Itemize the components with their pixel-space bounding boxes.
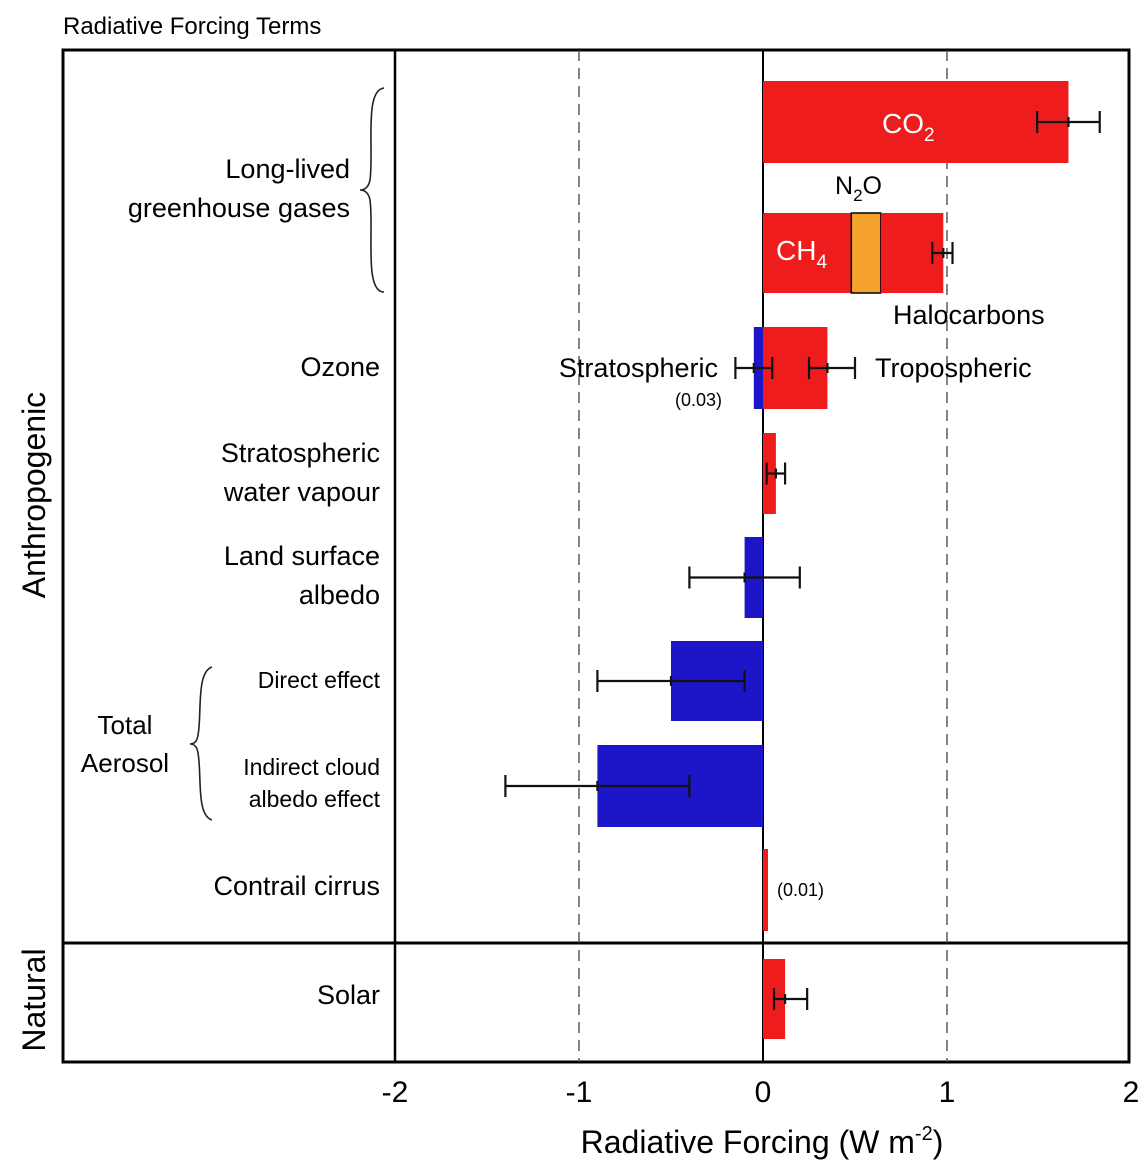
co2-label: CO2	[882, 108, 935, 146]
chart-title: Radiative Forcing Terms	[63, 13, 321, 40]
row-label-contrail: Contrail cirrus	[213, 871, 380, 901]
aerosol-label-line2: Aerosol	[81, 748, 169, 778]
n2o-label-o: O	[863, 172, 882, 200]
aerosol-brace	[189, 666, 213, 821]
aerosol-label-line1: Total	[98, 710, 153, 740]
x-tick-1: 1	[939, 1076, 956, 1109]
row-label-strat-wv-line1: Stratospheric	[221, 438, 380, 468]
bars-layer	[597, 81, 1069, 1039]
tropospheric-ozone-label: Tropospheric	[875, 353, 1032, 383]
ch4-label-sub: 4	[816, 252, 827, 273]
row-label-indirect-line2: albedo effect	[249, 786, 381, 812]
x-tick-2: 2	[1123, 1076, 1140, 1109]
x-axis-label-main: Radiative Forcing (W m	[581, 1124, 915, 1160]
ch4-label-main: CH	[776, 235, 816, 266]
halocarbons-label: Halocarbons	[893, 300, 1045, 330]
ch4-label: CH4	[776, 235, 827, 273]
row-label-land-line1: Land surface	[224, 541, 380, 571]
bar-co2	[763, 81, 1069, 163]
stratospheric-ozone-label: Stratospheric	[559, 353, 718, 383]
error-bars-layer	[504, 111, 1101, 1010]
co2-label-sub: 2	[924, 125, 935, 146]
n2o-label: N2O	[835, 172, 882, 205]
row-label-ozone: Ozone	[300, 352, 380, 382]
contrail-value: (0.01)	[777, 880, 824, 900]
bar-n2o	[850, 212, 882, 294]
co2-label-main: CO	[882, 108, 924, 139]
ghg-label-line2: greenhouse gases	[128, 193, 350, 223]
x-axis-label-sup: -2	[915, 1123, 933, 1145]
ghg-label-line1: Long-lived	[225, 154, 350, 184]
x-axis-label: Radiative Forcing (W m-2)	[581, 1123, 944, 1160]
row-label-strat-wv-line2: water vapour	[223, 477, 380, 507]
ghg-brace	[359, 87, 385, 293]
row-label-solar: Solar	[317, 980, 380, 1010]
row-label-indirect-line1: Indirect cloud	[243, 754, 380, 780]
group-label-natural: Natural	[16, 948, 52, 1051]
x-axis-label-close: )	[933, 1124, 944, 1160]
row-label-land-line2: albedo	[299, 580, 380, 610]
n2o-label-n: N	[835, 172, 853, 200]
plot-frame	[61, 48, 1131, 1064]
stratospheric-ozone-value: (0.03)	[675, 390, 722, 410]
x-axis: -2 -1 0 1 2	[382, 1076, 1140, 1109]
x-tick-2: -2	[382, 1076, 409, 1109]
x-tick-0: 0	[755, 1076, 772, 1109]
x-tick-1: -1	[566, 1076, 593, 1109]
bar-contrail-cirrus	[763, 849, 768, 931]
row-label-direct: Direct effect	[258, 667, 381, 693]
bar-ch4	[763, 213, 852, 293]
n2o-label-sub: 2	[853, 186, 862, 205]
group-label-anthropogenic: Anthropogenic	[16, 392, 52, 598]
